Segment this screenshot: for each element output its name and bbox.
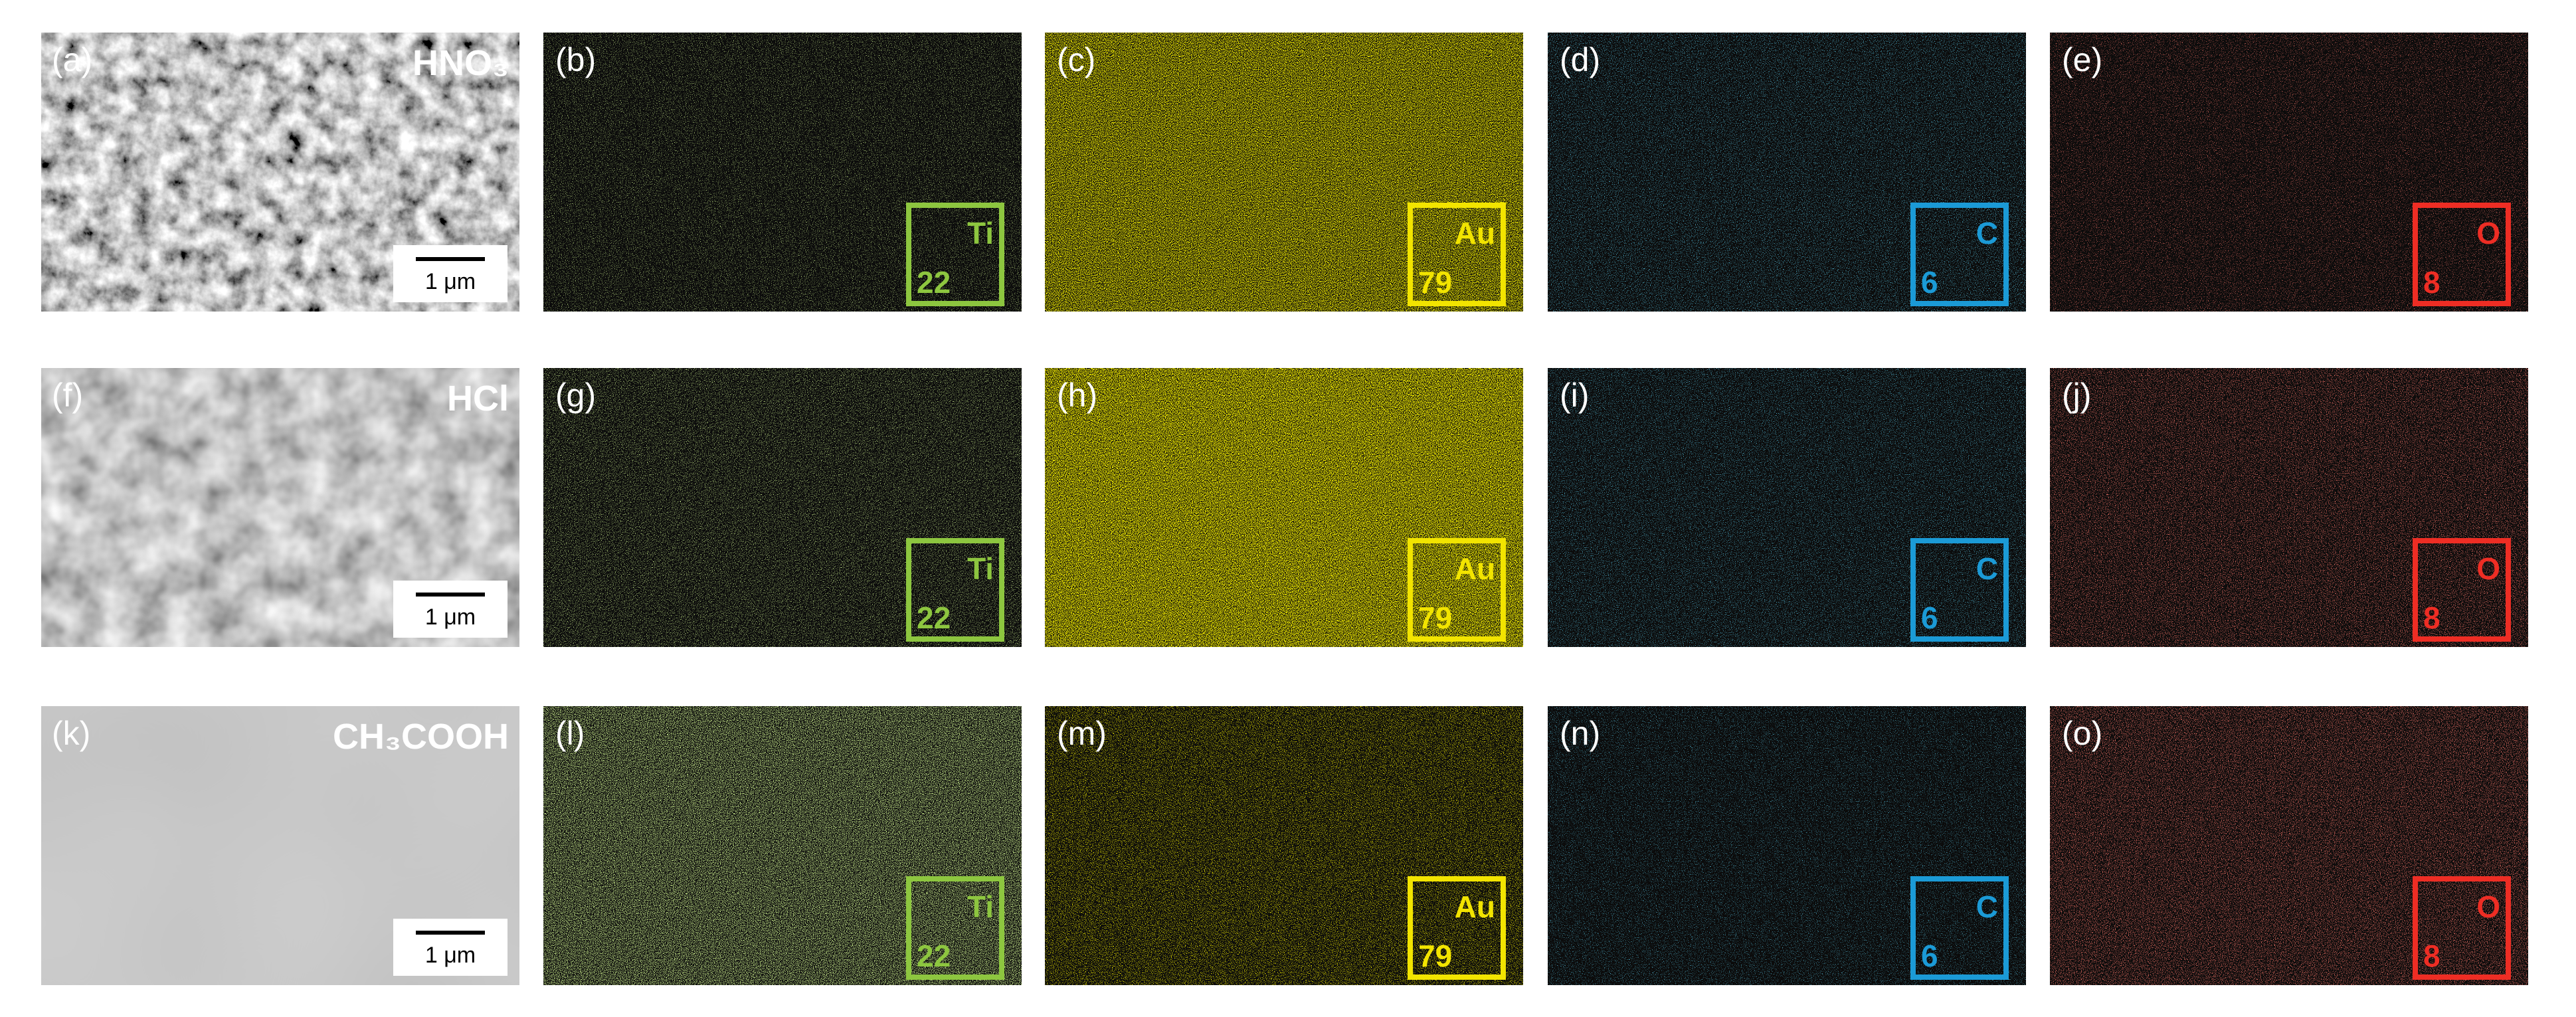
scale-bar-label: 1 μm xyxy=(425,269,476,294)
panel-label: (c) xyxy=(1057,41,1095,78)
element-box xyxy=(1408,538,1506,642)
scale-bar-box xyxy=(393,919,507,976)
panel-label: (b) xyxy=(555,41,596,78)
eds-map: (l) Ti 22 xyxy=(543,706,1022,985)
element-box xyxy=(1910,203,2009,306)
sem-panel: (k) CH₃COOH 1 μm xyxy=(41,706,519,985)
element-symbol: C xyxy=(1976,216,1998,250)
element-box xyxy=(1408,876,1506,980)
sem-panel: (a) HNO₃ 1 μm xyxy=(41,33,519,312)
panel-label: (o) xyxy=(2062,715,2102,752)
atomic-number: 79 xyxy=(1418,601,1452,635)
panel-label: (d) xyxy=(1560,41,1600,78)
element-symbol: O xyxy=(2476,889,2500,924)
panel-label: (j) xyxy=(2062,377,2091,414)
eds-map: (o) O 8 xyxy=(2050,706,2528,985)
element-symbol: C xyxy=(1976,889,1998,924)
scale-bar-label: 1 μm xyxy=(425,943,476,968)
atomic-number: 79 xyxy=(1418,939,1452,973)
scale-bar-label: 1 μm xyxy=(425,604,476,630)
element-box xyxy=(1910,876,2009,980)
map-signal xyxy=(1045,368,1523,647)
element-box xyxy=(2413,876,2511,980)
panel-label: (f) xyxy=(52,377,83,414)
scale-bar xyxy=(416,257,485,261)
element-symbol: Au xyxy=(1455,216,1495,250)
element-symbol: Au xyxy=(1455,889,1495,924)
eds-map: (e) O 8 xyxy=(2050,33,2528,312)
atomic-number: 6 xyxy=(1921,939,1938,973)
map-signal xyxy=(543,368,1022,647)
element-box xyxy=(906,876,1004,980)
map-signal xyxy=(2050,33,2528,312)
element-box xyxy=(1408,203,1506,306)
element-box xyxy=(1910,538,2009,642)
eds-map: (n) C 6 xyxy=(1548,706,2026,985)
panel-label: (m) xyxy=(1057,715,1107,752)
atomic-number: 8 xyxy=(2423,601,2440,635)
atomic-number: 6 xyxy=(1921,265,1938,300)
eds-map: (b) Ti 22 xyxy=(543,33,1022,312)
atomic-number: 8 xyxy=(2423,939,2440,973)
element-box xyxy=(906,203,1004,306)
eds-map: (j) O 8 xyxy=(2050,368,2528,647)
panel-label: (i) xyxy=(1560,377,1589,414)
element-symbol: Au xyxy=(1455,551,1495,586)
element-symbol: Ti xyxy=(967,551,994,586)
scale-bar xyxy=(416,593,485,597)
scale-bar-box xyxy=(393,245,507,302)
element-box xyxy=(906,538,1004,642)
map-signal xyxy=(2050,706,2528,985)
map-signal xyxy=(543,33,1022,312)
atomic-number: 6 xyxy=(1921,601,1938,635)
sem-panel: (f) HCl 1 μm xyxy=(41,368,519,647)
map-signal xyxy=(2050,368,2528,647)
map-signal xyxy=(1548,706,2026,985)
sem-title: HCl xyxy=(447,379,509,418)
atomic-number: 22 xyxy=(917,601,951,635)
map-signal xyxy=(1548,33,2026,312)
eds-map: (d) C 6 xyxy=(1548,33,2026,312)
panel-label: (n) xyxy=(1560,715,1600,752)
atomic-number: 8 xyxy=(2423,265,2440,300)
element-symbol: O xyxy=(2476,551,2500,586)
map-signal xyxy=(1548,368,2026,647)
sem-title: CH₃COOH xyxy=(333,717,509,757)
eds-map: (i) C 6 xyxy=(1548,368,2026,647)
atomic-number: 79 xyxy=(1418,265,1452,300)
panel-label: (g) xyxy=(555,377,596,414)
scale-bar xyxy=(416,931,485,935)
panel-label: (l) xyxy=(555,715,585,752)
atomic-number: 22 xyxy=(917,939,951,973)
map-signal xyxy=(543,706,1022,985)
element-symbol: Ti xyxy=(967,889,994,924)
element-symbol: Ti xyxy=(967,216,994,250)
scale-bar-box xyxy=(393,581,507,638)
element-symbol: O xyxy=(2476,216,2500,250)
element-symbol: C xyxy=(1976,551,1998,586)
panel-label: (e) xyxy=(2062,41,2102,78)
map-signal xyxy=(1045,706,1523,985)
map-signal xyxy=(1045,33,1523,312)
sem-title: HNO₃ xyxy=(413,43,509,83)
element-box xyxy=(2413,538,2511,642)
panel-label: (k) xyxy=(52,715,90,752)
panel-label: (a) xyxy=(52,41,92,78)
atomic-number: 22 xyxy=(917,265,951,300)
element-box xyxy=(2413,203,2511,306)
panel-label: (h) xyxy=(1057,377,1097,414)
eds-map: (g) Ti 22 xyxy=(543,368,1022,647)
